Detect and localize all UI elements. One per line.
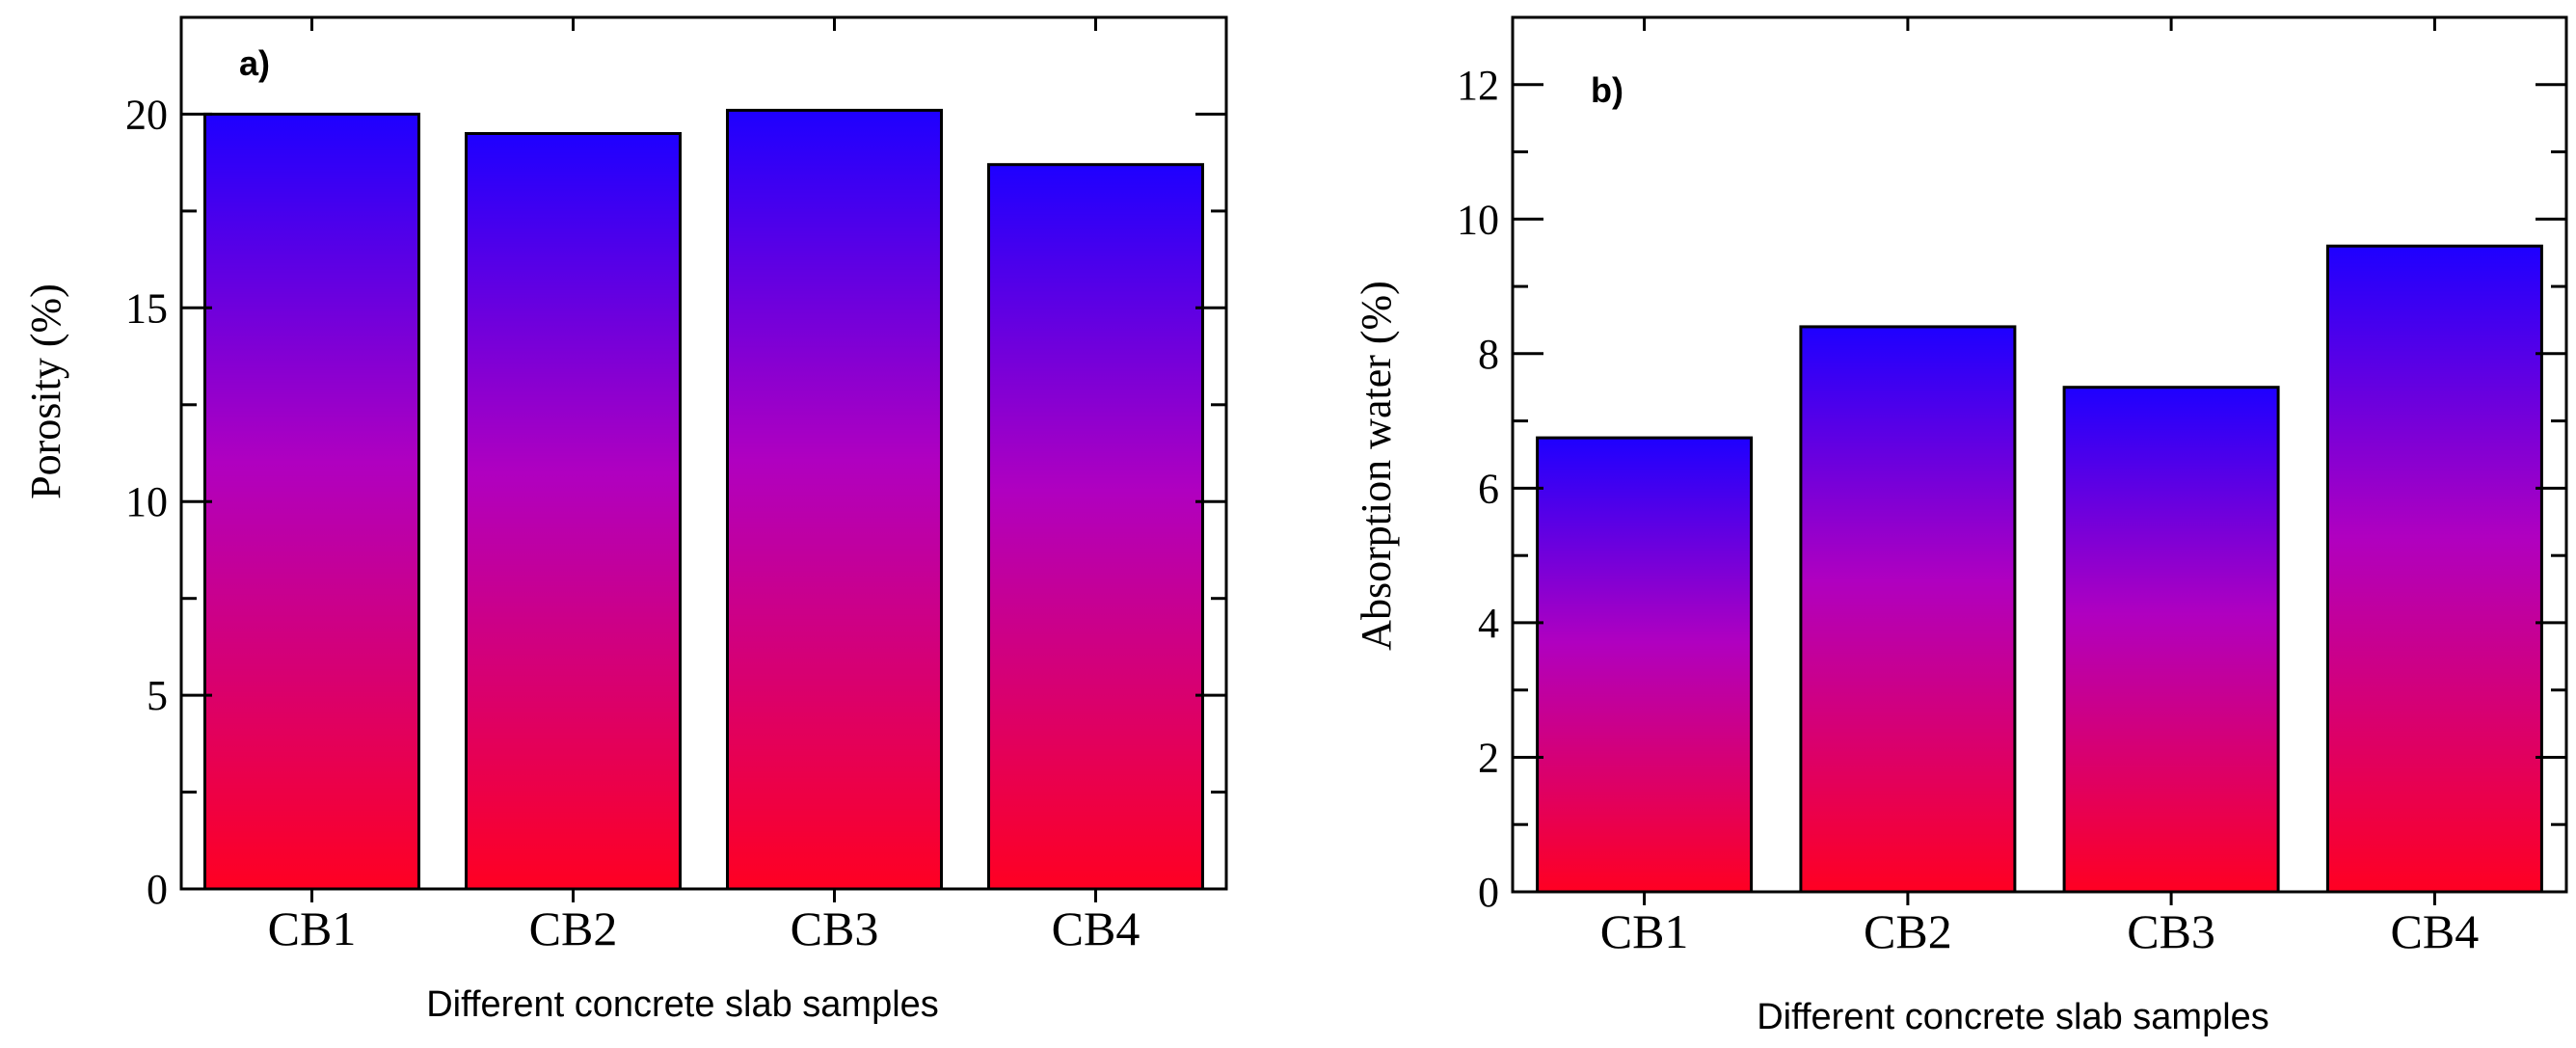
- y-tick-label-b: 10: [1457, 196, 1499, 243]
- y-tick-label-a: 0: [147, 866, 168, 913]
- panel-label-b: b): [1591, 70, 1623, 110]
- y-axis-label-a: Porosity (%): [22, 283, 69, 499]
- bar-cb3-a: [726, 108, 943, 891]
- chart-panel-a: a) Porosity (%) Different concrete slab …: [22, 15, 1228, 1025]
- plot-frame-b: [1511, 15, 2568, 894]
- panel-label-a: a): [239, 43, 270, 83]
- x-tick-label-cb1-a: CB1: [268, 901, 357, 955]
- x-tick-label-cb3-a: CB3: [791, 901, 879, 955]
- y-axis-label-b: Absorption water (%): [1353, 281, 1400, 651]
- bar-cb4-a: [987, 163, 1204, 891]
- y-tick-label-a: 10: [125, 478, 168, 525]
- bar-cb1-a: [203, 112, 420, 891]
- y-tick-label-b: 8: [1478, 331, 1499, 378]
- x-tick-label-cb2-b: CB2: [1864, 904, 1952, 958]
- y-tick-label-b: 4: [1478, 600, 1499, 647]
- bar-cb3-b: [2062, 386, 2280, 894]
- x-tick-label-cb1-b: CB1: [1600, 904, 1689, 958]
- x-tick-label-cb3-b: CB3: [2127, 904, 2215, 958]
- x-tick-label-cb2-a: CB2: [529, 901, 618, 955]
- x-axis-label-a: Different concrete slab samples: [426, 984, 939, 1025]
- bar-cb1-b: [1536, 436, 1754, 894]
- y-tick-label-b: 2: [1478, 735, 1499, 782]
- x-tick-label-cb4-b: CB4: [2391, 904, 2480, 958]
- bar-cb2-b: [1799, 325, 2017, 894]
- x-axis-label-b: Different concrete slab samples: [1757, 997, 2269, 1037]
- bar-cb4-b: [2325, 244, 2543, 894]
- plot-frame-a: [179, 15, 1228, 891]
- y-tick-label-b: 0: [1478, 869, 1499, 916]
- y-tick-label-a: 20: [125, 91, 168, 138]
- y-tick-label-a: 5: [147, 672, 168, 719]
- y-tick-label-b: 6: [1478, 465, 1499, 512]
- chart-panel-b: b) Absorption water (%) Different concre…: [1353, 15, 2568, 1037]
- y-tick-label-a: 15: [125, 284, 168, 332]
- y-tick-label-b: 12: [1457, 62, 1499, 109]
- x-tick-label-cb4-a: CB4: [1052, 901, 1140, 955]
- bar-cb2-a: [465, 132, 682, 891]
